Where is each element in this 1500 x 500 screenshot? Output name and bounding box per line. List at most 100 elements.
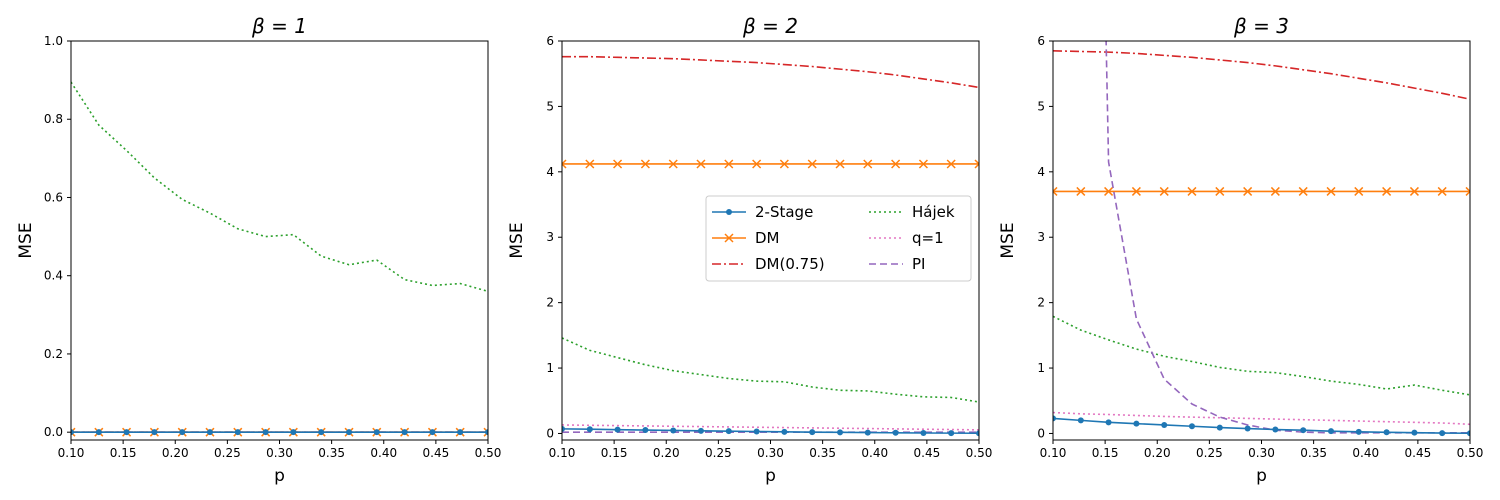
- y-tick-label: 5: [546, 99, 554, 113]
- point-dm: [752, 159, 762, 169]
- x-tick-label: 0.45: [914, 446, 941, 460]
- point-2-stage: [234, 429, 241, 436]
- x-tick-label: 0.35: [318, 446, 345, 460]
- point-2-stage: [809, 429, 816, 436]
- point-2-stage: [753, 428, 760, 435]
- point-dm: [946, 159, 956, 169]
- point-dm: [1187, 186, 1197, 196]
- point-2-stage: [781, 428, 788, 435]
- y-tick-label: 0.0: [44, 425, 63, 439]
- x-tick-label: 0.10: [58, 446, 85, 460]
- panel-3: β = 3 0.10 0.15 0.20 0.25 0.30 0.35 0.40 0.45 0.5…: [998, 14, 1484, 486]
- point-dm: [779, 159, 789, 169]
- y-tick-label: 4: [1037, 165, 1045, 179]
- point-dm: [1465, 186, 1470, 196]
- series-line-dm-0-75: [562, 55, 979, 89]
- x-tick-label: 0.40: [370, 446, 397, 460]
- x-axis-label: p: [765, 466, 776, 486]
- point-2-stage: [290, 429, 297, 436]
- point-2-stage: [318, 429, 325, 436]
- point-2-stage: [697, 427, 704, 434]
- x-tick-label: 0.20: [162, 446, 189, 460]
- y-tick-label: 2: [546, 296, 554, 310]
- series-group: [1053, 41, 1470, 437]
- point-2-stage: [1053, 415, 1056, 422]
- legend-label-pi: PI: [912, 255, 925, 273]
- legend-marker-dm: [724, 233, 734, 243]
- legend: 2-Stage DM DM(0.75) Hájek q=1 PI: [705, 195, 972, 282]
- x-tick-label: 0.25: [705, 446, 732, 460]
- point-dm: [1298, 186, 1308, 196]
- x-tick-label: 0.20: [1144, 446, 1171, 460]
- point-2-stage: [670, 427, 677, 434]
- point-dm: [585, 159, 595, 169]
- point-dm: [1243, 186, 1253, 196]
- x-tick-label: 0.15: [601, 446, 628, 460]
- series-group: [71, 81, 488, 437]
- point-dm: [483, 427, 488, 437]
- y-tick-label: 3: [1037, 230, 1045, 244]
- point-dm: [1131, 186, 1141, 196]
- y-tick-label: 0.2: [44, 347, 63, 361]
- panel-2: β = 2 0.10 0.15 0.20 0.25 0.30 0.35 0.40 0.45 0.5…: [507, 14, 992, 486]
- point-2-stage: [948, 430, 955, 437]
- point-dm: [835, 159, 845, 169]
- x-axis-label: p: [1256, 466, 1267, 486]
- point-2-stage: [1439, 430, 1446, 437]
- series-line-dm-0-75: [1053, 50, 1470, 100]
- point-dm: [562, 159, 567, 169]
- x-tick-label: 0.35: [809, 446, 836, 460]
- x-tick-label: 0.50: [966, 446, 993, 460]
- y-tick-label: 4: [546, 165, 554, 179]
- panel-title: β = 1: [251, 14, 307, 38]
- panel-title: β = 2: [742, 14, 798, 38]
- series-line-2-stage: [1053, 417, 1470, 435]
- point-2-stage: [373, 429, 380, 436]
- point-2-stage: [346, 429, 353, 436]
- point-2-stage: [642, 427, 649, 434]
- y-tick-label: 6: [546, 34, 554, 48]
- legend-marker-2-stage: [726, 209, 732, 215]
- y-tick-label: 0.6: [44, 190, 63, 204]
- y-axis-label: MSE: [507, 222, 527, 258]
- x-tick-label: 0.40: [1352, 446, 1379, 460]
- point-2-stage: [586, 426, 593, 433]
- point-2-stage: [1133, 420, 1140, 427]
- point-2-stage: [614, 426, 621, 433]
- legend-label-hajek: Hájek: [912, 203, 955, 221]
- point-2-stage: [1161, 421, 1168, 428]
- point-2-stage: [123, 429, 130, 436]
- panel-title: β = 3: [1233, 14, 1289, 38]
- point-dm: [724, 159, 734, 169]
- point-dm: [974, 159, 979, 169]
- point-2-stage: [401, 429, 408, 436]
- legend-label-dm-0-75: DM(0.75): [755, 255, 825, 273]
- point-dm: [668, 159, 678, 169]
- point-2-stage: [1355, 428, 1362, 435]
- point-2-stage: [562, 425, 565, 432]
- panel-1: β = 1 0.10 0.15 0.20 0.25 0.30 0.35 0.40 0.45 0.5…: [16, 14, 501, 486]
- point-dm: [863, 159, 873, 169]
- series-line-2-stage: [562, 428, 979, 435]
- point-2-stage: [864, 429, 871, 436]
- x-tick-label: 0.25: [1196, 446, 1223, 460]
- point-2-stage: [95, 429, 102, 436]
- point-2-stage: [976, 430, 979, 437]
- point-dm: [1104, 186, 1114, 196]
- x-tick-label: 0.45: [1405, 446, 1432, 460]
- x-tick-label: 0.45: [423, 446, 450, 460]
- series-line-hajek: [71, 81, 488, 293]
- y-tick-label: 6: [1037, 34, 1045, 48]
- x-tick-label: 0.50: [1457, 446, 1484, 460]
- y-tick-label: 1.0: [44, 34, 63, 48]
- point-2-stage: [1328, 428, 1335, 435]
- point-2-stage: [1244, 425, 1251, 432]
- point-dm: [918, 159, 928, 169]
- point-2-stage: [179, 429, 186, 436]
- x-tick-label: 0.30: [266, 446, 293, 460]
- point-dm: [891, 159, 901, 169]
- point-dm: [1159, 186, 1169, 196]
- point-2-stage: [485, 429, 488, 436]
- point-dm: [71, 427, 76, 437]
